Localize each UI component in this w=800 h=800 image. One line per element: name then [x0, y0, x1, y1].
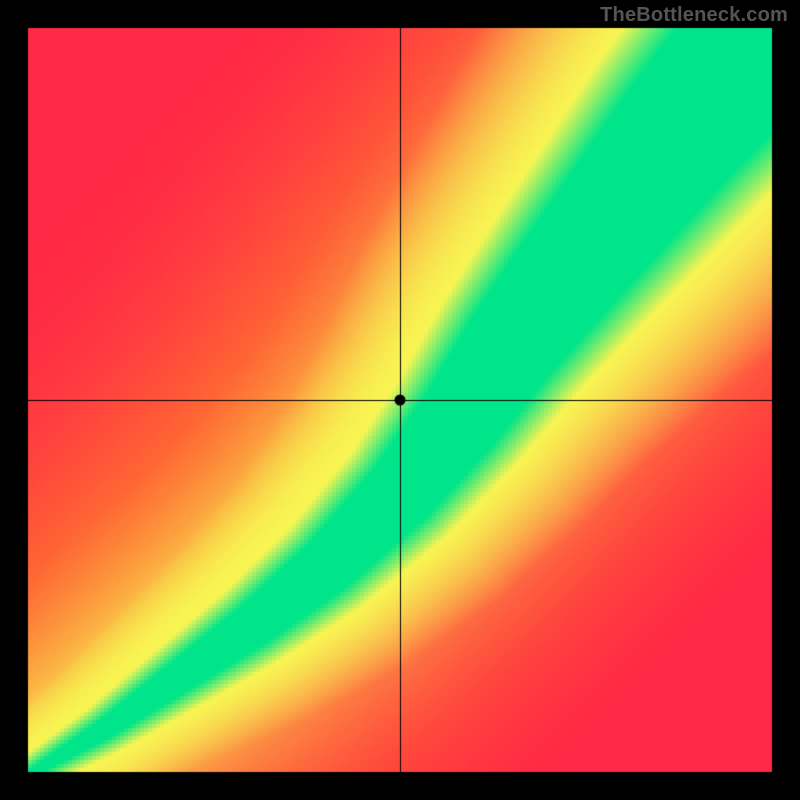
- watermark-text: TheBottleneck.com: [600, 4, 788, 27]
- chart-container: TheBottleneck.com: [0, 0, 800, 800]
- heatmap-canvas: [0, 0, 800, 800]
